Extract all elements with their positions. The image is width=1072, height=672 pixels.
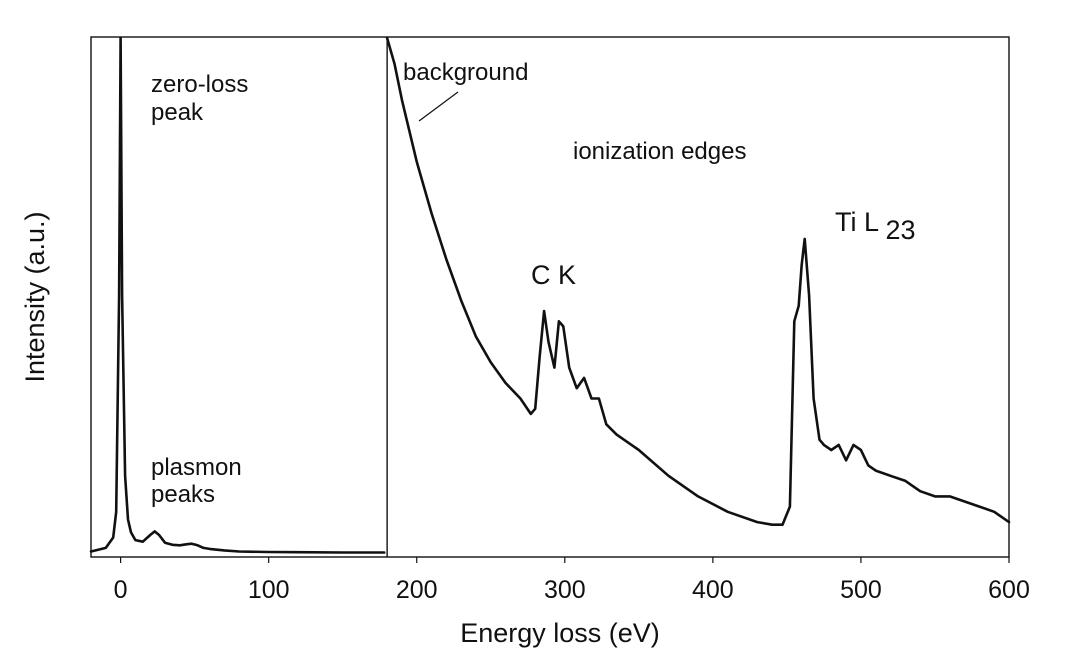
annotation-ti-l-subscript: 23 [886, 215, 916, 245]
x-tick-label: 0 [114, 576, 128, 604]
x-tick-label: 600 [988, 576, 1030, 604]
annotation-plasmon-line1: plasmon [151, 454, 242, 481]
annotation-zero-loss-line2: peak [151, 99, 204, 126]
annotation-ionization-edges: ionization edges [573, 138, 746, 165]
x-tick-label: 100 [248, 576, 290, 604]
x-tick-label: 500 [840, 576, 882, 604]
x-axis-label: Energy loss (eV) [460, 618, 660, 648]
annotation-background: background [403, 59, 528, 86]
core-loss-spectrum-line [385, 36, 1011, 527]
spectrum-series [89, 36, 1011, 554]
annotation-ti-l-base: Ti L [835, 207, 879, 237]
x-axis-ticks: 0 100 200 300 400 500 600 [114, 557, 1030, 604]
x-tick-label: 400 [692, 576, 734, 604]
background-pointer-line [418, 91, 459, 122]
annotation-plasmon-line2: peaks [151, 481, 215, 508]
x-tick-label: 200 [396, 576, 438, 604]
low-loss-spectrum-line [89, 36, 386, 554]
x-tick-label: 300 [544, 576, 586, 604]
annotation-c-k: C K [531, 260, 576, 290]
plot-frame [90, 36, 1010, 558]
y-axis-label: Intensity (a.u.) [20, 211, 50, 382]
annotation-ti-l23: Ti L 23 [835, 207, 916, 245]
annotation-zero-loss-line1: zero-loss [151, 71, 248, 98]
